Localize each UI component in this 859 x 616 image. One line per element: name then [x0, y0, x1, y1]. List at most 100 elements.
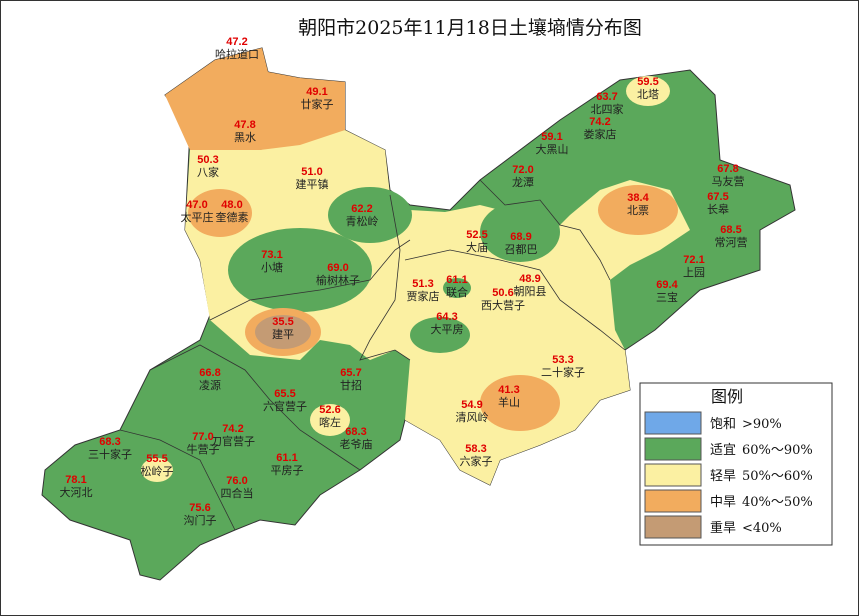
station-value: 64.3 — [436, 311, 457, 323]
station-name: 召都巴 — [505, 243, 538, 256]
station-name: 大河北 — [60, 485, 93, 499]
station-name: 平房子 — [271, 464, 304, 477]
station-name: 二十家子 — [541, 365, 585, 379]
station-value: 51.0 — [301, 166, 322, 178]
station-value: 66.8 — [199, 367, 220, 379]
station-value: 59.5 — [637, 76, 658, 88]
station-value: 49.1 — [306, 86, 327, 98]
station-value: 72.0 — [512, 164, 533, 176]
station-value: 67.5 — [707, 191, 728, 203]
station-value: 67.8 — [717, 163, 738, 175]
legend-range: <40% — [742, 521, 782, 536]
station-value: 54.9 — [461, 399, 482, 411]
station-value: 41.3 — [498, 384, 519, 396]
station-value: 47.8 — [234, 119, 255, 131]
boundaries — [119, 179, 626, 531]
station-name: 刀官营子 — [211, 434, 255, 448]
legend-label: 轻旱 — [710, 469, 736, 484]
station-value: 51.3 — [412, 278, 433, 290]
legend-swatch — [644, 411, 702, 435]
station-name: 清风岭 — [456, 410, 489, 424]
station-value: 62.2 — [351, 203, 372, 215]
station-name: 甘招 — [340, 378, 362, 392]
station-name: 三十家子 — [88, 447, 132, 461]
station-name: 马友营 — [712, 174, 745, 188]
station-name: 太平庄 — [181, 210, 214, 224]
station-value: 68.3 — [99, 436, 120, 448]
legend-range: 50%～60% — [742, 469, 813, 484]
legend-swatch — [644, 489, 702, 513]
station-value: 65.7 — [340, 367, 361, 379]
station-name: 沟门子 — [184, 513, 217, 527]
legend-swatch — [644, 437, 702, 461]
station-value: 76.0 — [226, 475, 247, 487]
station-value: 38.4 — [627, 192, 649, 204]
station-value: 69.0 — [327, 262, 348, 274]
legend-label: 中旱 — [710, 495, 736, 510]
station-name: 北四家 — [591, 102, 624, 116]
map-title: 朝阳市2025年11月18日土壤墒情分布图 — [298, 17, 642, 39]
station-name: 大平房 — [431, 322, 464, 336]
station-value: 59.1 — [541, 131, 562, 143]
station-name: 联合 — [446, 285, 468, 299]
legend-swatch — [644, 515, 702, 539]
station-name: 松岭子 — [141, 464, 174, 478]
legend-items: 饱和 >90% 适宜 60%～90% 轻旱 50%～60% 中旱 40%～50% 重旱 <40% — [644, 411, 813, 539]
station-value: 55.5 — [146, 453, 167, 465]
station-name: 龙潭 — [512, 176, 534, 189]
station-name: 六官营子 — [263, 399, 307, 413]
station-name: 建平 — [272, 327, 294, 341]
station-name: 北塔 — [637, 88, 659, 101]
legend-range: 60%～90% — [742, 443, 813, 458]
station-name: 青松岭 — [346, 214, 379, 228]
station-value: 68.5 — [720, 224, 741, 236]
regions — [41, 47, 796, 581]
station-name: 奎德素 — [216, 210, 249, 224]
station-name: 大庙 — [466, 240, 488, 254]
station-value: 74.2 — [589, 116, 610, 128]
station-value: 72.1 — [683, 254, 704, 266]
station-name: 廿家子 — [301, 97, 334, 111]
station-value: 68.3 — [345, 426, 366, 438]
station-name: 黑水 — [234, 131, 256, 144]
legend-label: 饱和 — [710, 417, 736, 432]
station-value: 47.0 — [186, 199, 207, 211]
station-value: 53.3 — [552, 354, 573, 366]
legend-range: 40%～50% — [742, 495, 813, 510]
station-name: 长皋 — [707, 202, 729, 216]
legend-range: >90% — [742, 417, 782, 432]
station-value: 69.4 — [656, 279, 678, 291]
station-value: 75.6 — [189, 502, 210, 514]
station-name: 三宝 — [656, 290, 678, 304]
station-name: 小塘 — [261, 260, 283, 274]
station-name: 六家子 — [460, 454, 493, 468]
station-value: 61.1 — [276, 452, 297, 464]
station-value: 78.1 — [65, 474, 86, 486]
legend-title: 图例 — [711, 387, 743, 406]
station-name: 哈拉道口 — [215, 47, 259, 61]
station-value: 35.5 — [272, 316, 293, 328]
station-name: 上园 — [683, 266, 705, 279]
station-value: 50.3 — [197, 154, 218, 166]
station-name: 羊山 — [498, 395, 520, 409]
station-name: 老爷庙 — [340, 437, 373, 451]
legend: 图例 饱和 >90% 适宜 60%～90% 轻旱 50%～60% 中旱 40%～50% 重旱 <4… — [639, 382, 833, 546]
station-value: 63.7 — [596, 91, 617, 103]
legend-label: 重旱 — [710, 520, 736, 536]
station-name: 牛营子 — [187, 442, 220, 456]
station-name: 八家 — [197, 165, 219, 179]
station-name: 建平镇 — [296, 177, 329, 191]
station-value: 52.6 — [319, 404, 340, 416]
station-name: 榆树林子 — [316, 273, 360, 287]
station-name: 凌源 — [199, 378, 221, 392]
station-name: 北票 — [627, 204, 649, 217]
station-value: 68.9 — [510, 231, 531, 243]
station-value: 48.9 — [519, 273, 540, 285]
station-name: 娄家店 — [584, 127, 617, 141]
station-value: 73.1 — [261, 249, 282, 261]
station-value: 58.3 — [465, 443, 486, 455]
station-value: 52.5 — [466, 229, 487, 241]
station-value: 47.2 — [226, 36, 247, 48]
